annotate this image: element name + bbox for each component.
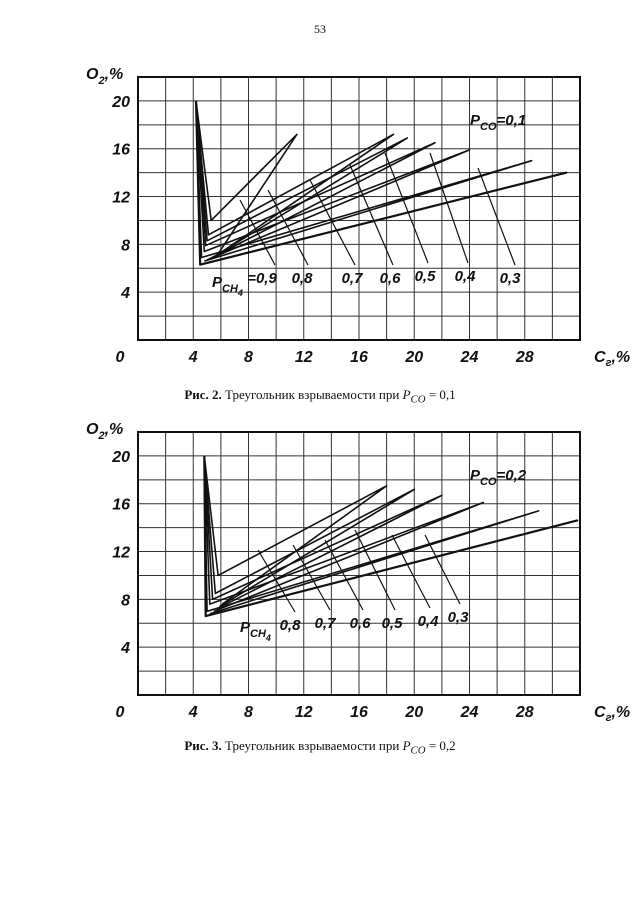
leader-line bbox=[391, 534, 431, 609]
y-tick-label: 4 bbox=[120, 640, 130, 657]
pch4-value-label: 0,6 bbox=[380, 270, 402, 287]
x-tick-label: 0 bbox=[116, 704, 125, 721]
y-tick-label: 8 bbox=[121, 237, 130, 254]
x-tick-label: 24 bbox=[460, 349, 479, 366]
pco-label: PCO=0,2 bbox=[470, 467, 527, 488]
pco-label: PCO=0,1 bbox=[470, 112, 526, 133]
y-axis-label: O2,% bbox=[86, 66, 123, 87]
x-tick-label: 0 bbox=[116, 349, 125, 366]
caption-number: Рис. 2. bbox=[184, 387, 222, 402]
series-line bbox=[195, 100, 471, 261]
y-tick-label: 8 bbox=[121, 592, 130, 609]
series-line bbox=[195, 100, 298, 255]
pch4-value-label: 0,5 bbox=[415, 268, 437, 285]
explosion-triangle-chart-pco-0-1: 0 4 8 12 16 20 24 28 4 8 12 16 20 O2,% Cг,% PCO=0,1 PCH4… bbox=[86, 66, 630, 369]
caption-math: P bbox=[402, 738, 411, 753]
x-tick-label: 20 bbox=[404, 349, 423, 366]
pch4-value-label: 0,5 bbox=[382, 615, 404, 632]
pch4-value-label: 0,7 bbox=[315, 615, 337, 632]
series-line bbox=[195, 100, 436, 260]
x-tick-label: 16 bbox=[350, 704, 368, 721]
pch4-value-label: 0,4 bbox=[455, 268, 477, 285]
caption-text: Треугольник взрываемости при bbox=[221, 738, 403, 753]
leader-line bbox=[384, 152, 429, 264]
series-line bbox=[203, 455, 388, 605]
leader-line bbox=[424, 534, 461, 605]
x-tick-label: 24 bbox=[460, 704, 479, 721]
series-line bbox=[203, 455, 443, 610]
series-line bbox=[203, 455, 416, 608]
leader-line bbox=[309, 179, 356, 266]
leader-line bbox=[292, 544, 331, 611]
x-tick-label: 16 bbox=[350, 349, 368, 366]
x-tick-label: 8 bbox=[244, 349, 253, 366]
leader-line bbox=[267, 189, 309, 266]
x-tick-label: 12 bbox=[295, 704, 313, 721]
x-tick-label: 8 bbox=[244, 704, 253, 721]
caption-math-sub: CO bbox=[410, 744, 426, 757]
pch4-value-label: 0,8 bbox=[292, 270, 314, 287]
y-tick-label: 16 bbox=[112, 142, 130, 159]
figure-caption-3: Рис. 3. Треугольник взрываемости при PCO… bbox=[0, 738, 640, 757]
caption-value: = 0,2 bbox=[425, 738, 456, 753]
leader-line bbox=[324, 539, 364, 611]
leader-line bbox=[349, 164, 394, 266]
figure-caption-2: Рис. 2. Треугольник взрываемости при PCO… bbox=[0, 387, 640, 406]
caption-math: P bbox=[402, 387, 411, 402]
page-number: 53 bbox=[314, 22, 326, 36]
series-line bbox=[195, 100, 395, 257]
pch4-value-label: 0,3 bbox=[500, 270, 522, 287]
pch4-value-label: 0,4 bbox=[418, 613, 440, 630]
caption-text: Треугольник взрываемости при bbox=[221, 387, 403, 402]
y-tick-label: 16 bbox=[112, 497, 130, 514]
series-line bbox=[194, 100, 568, 266]
pch4-value-label: 0,8 bbox=[280, 617, 302, 634]
leader-line bbox=[429, 152, 469, 264]
pch4-value-label: 0,3 bbox=[448, 609, 470, 626]
pch4-value-label: =0,9 bbox=[247, 270, 277, 287]
pch4-label: PCH4 bbox=[240, 619, 271, 643]
x-tick-label: 4 bbox=[188, 349, 198, 366]
pch4-value-label: 0,6 bbox=[350, 615, 372, 632]
x-tick-label: 4 bbox=[188, 704, 198, 721]
x-tick-label: 20 bbox=[404, 704, 423, 721]
series-line bbox=[203, 455, 579, 618]
caption-value: = 0,1 bbox=[425, 387, 456, 402]
y-axis-label: O2,% bbox=[86, 421, 123, 442]
leader-line bbox=[477, 167, 516, 266]
x-tick-label: 12 bbox=[295, 349, 313, 366]
pch4-label: PCH4 bbox=[212, 274, 243, 298]
leader-line bbox=[239, 199, 276, 266]
series-line bbox=[203, 455, 485, 613]
explosion-triangle-chart-pco-0-2: 0 4 8 12 16 20 24 28 4 8 12 16 20 O2,% Cг,% PCO=0,2 PCH4… bbox=[86, 421, 630, 724]
x-tick-label: 28 bbox=[515, 704, 534, 721]
series-line bbox=[195, 100, 409, 259]
pch4-value-label: 0,7 bbox=[342, 270, 364, 287]
x-axis-label: Cг,% bbox=[594, 704, 630, 724]
caption-number: Рис. 3. bbox=[184, 738, 222, 753]
y-tick-label: 20 bbox=[111, 449, 130, 466]
y-tick-label: 12 bbox=[112, 190, 130, 207]
x-tick-label: 28 bbox=[515, 349, 534, 366]
leader-line bbox=[354, 529, 396, 611]
leader-line bbox=[257, 549, 296, 613]
y-tick-label: 12 bbox=[112, 545, 130, 562]
plot-frame bbox=[137, 76, 581, 341]
x-axis-label: Cг,% bbox=[594, 349, 630, 369]
y-tick-label: 20 bbox=[111, 94, 130, 111]
plot-frame bbox=[137, 431, 581, 696]
y-tick-label: 4 bbox=[120, 285, 130, 302]
caption-math-sub: CO bbox=[410, 393, 426, 406]
